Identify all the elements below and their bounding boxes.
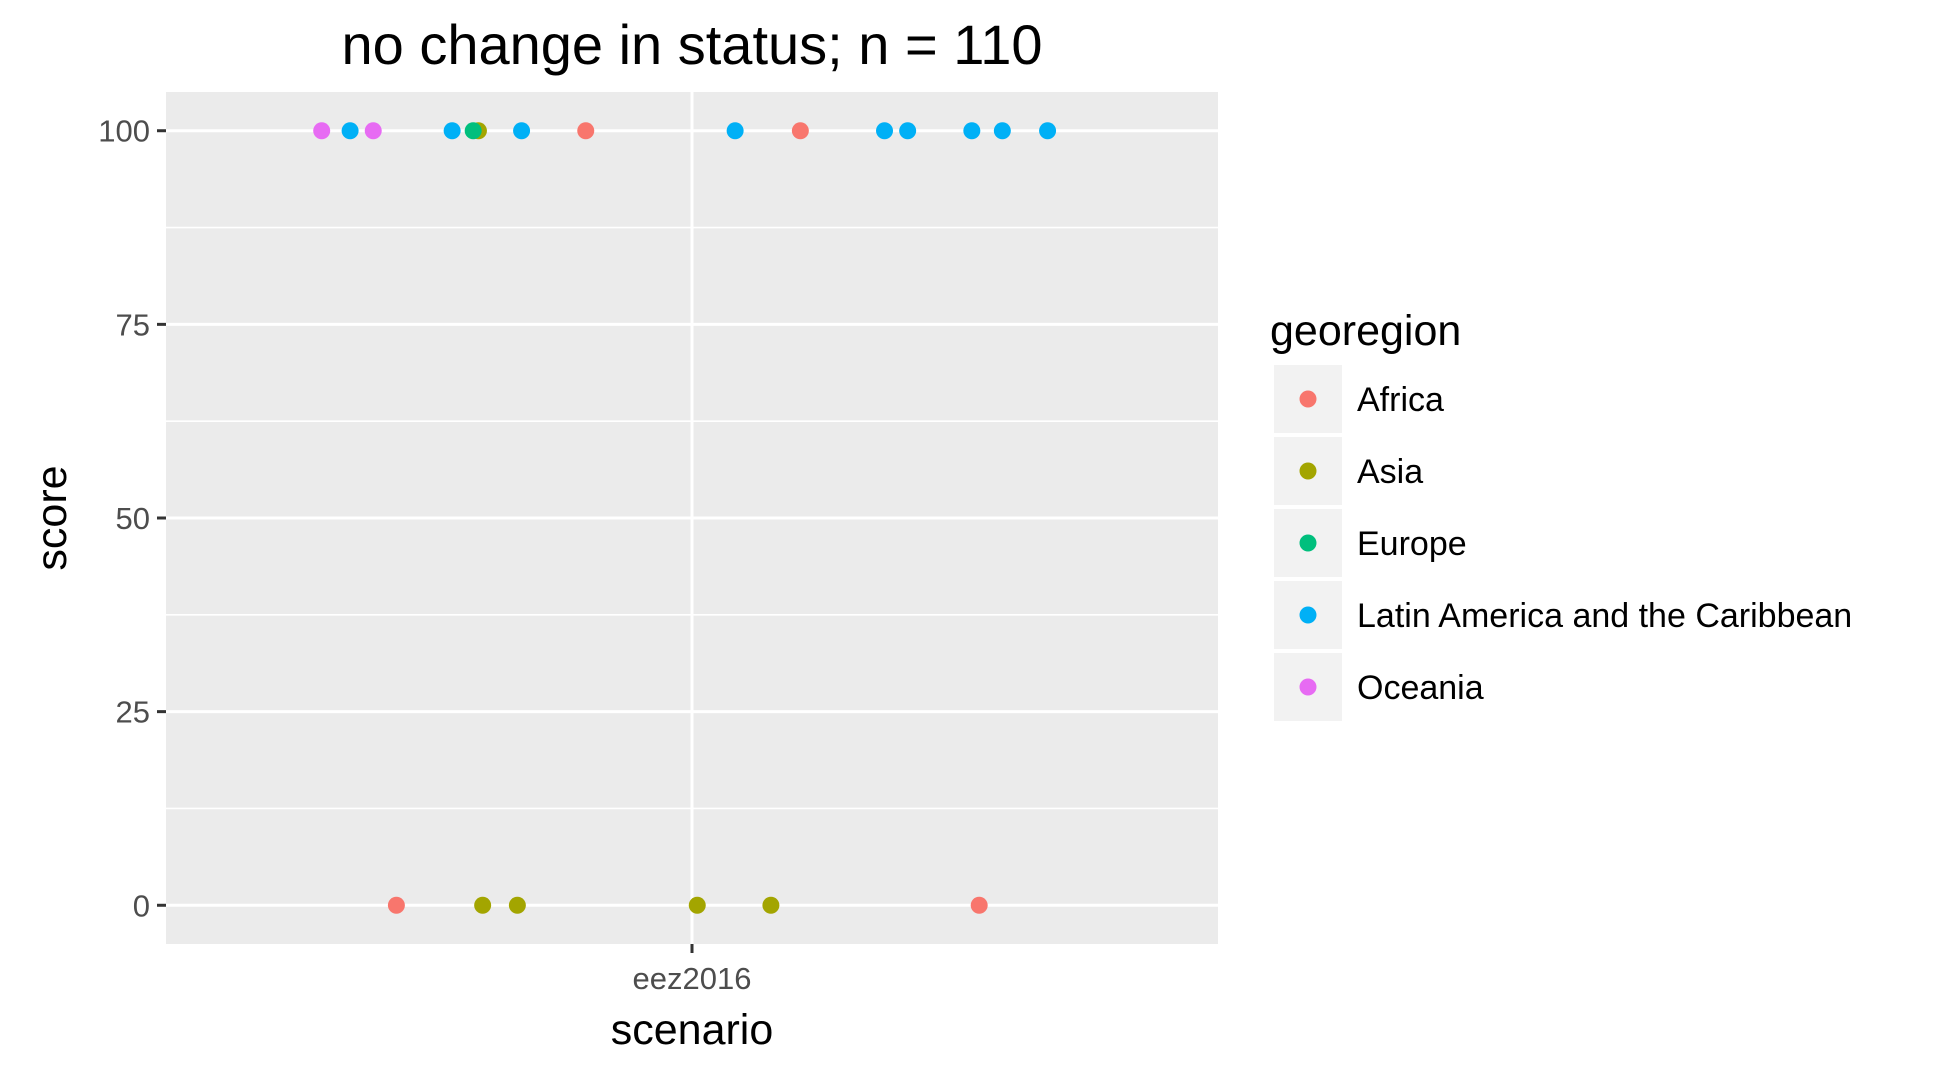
data-point	[791, 122, 809, 140]
legend-swatch	[1299, 462, 1317, 480]
data-point	[688, 896, 706, 914]
data-point	[577, 122, 595, 140]
legend-label: Latin America and the Caribbean	[1357, 597, 1852, 635]
grid-lines	[166, 92, 1218, 944]
data-point	[364, 122, 382, 140]
x-axis-title: scenario	[611, 1006, 774, 1054]
y-tick-label: 50	[116, 501, 150, 536]
legend: georegion Africa Asia Europe Latin America …	[1270, 307, 1852, 721]
data-point	[762, 896, 780, 914]
chart-title: no change in status; n = 110	[341, 13, 1042, 76]
data-point	[1039, 122, 1057, 140]
data-point	[993, 122, 1011, 140]
legend-title: georegion	[1270, 307, 1461, 355]
data-point	[313, 122, 331, 140]
data-point	[464, 122, 482, 140]
data-point	[963, 122, 981, 140]
legend-label: Africa	[1357, 381, 1444, 419]
legend-entry: Oceania	[1274, 653, 1484, 721]
legend-swatch	[1299, 678, 1317, 696]
data-point	[387, 896, 405, 914]
data-point	[474, 896, 492, 914]
data-point	[341, 122, 359, 140]
data-point	[970, 896, 988, 914]
y-tick-label: 100	[98, 114, 150, 149]
y-tick-label: 0	[133, 888, 150, 923]
y-axis: 0 25 50 75 100	[98, 114, 166, 923]
y-axis-title: score	[28, 465, 76, 570]
y-tick-label: 75	[116, 307, 150, 342]
data-point	[443, 122, 461, 140]
x-tick-label: eez2016	[633, 961, 752, 996]
legend-swatch	[1299, 390, 1317, 408]
legend-label: Asia	[1357, 453, 1423, 491]
legend-swatch	[1299, 606, 1317, 624]
legend-entry: Africa	[1274, 365, 1444, 433]
legend-swatch	[1299, 534, 1317, 552]
data-point	[508, 896, 526, 914]
legend-label: Europe	[1357, 525, 1467, 563]
legend-entry: Asia	[1274, 437, 1423, 505]
x-axis: eez2016	[633, 944, 752, 996]
data-points	[313, 122, 1057, 914]
data-point	[876, 122, 894, 140]
legend-entry: Europe	[1274, 509, 1467, 577]
legend-entry: Latin America and the Caribbean	[1274, 581, 1852, 649]
data-point	[726, 122, 744, 140]
data-point	[513, 122, 531, 140]
data-point	[899, 122, 917, 140]
y-tick-label: 25	[116, 695, 150, 730]
legend-label: Oceania	[1357, 669, 1484, 707]
